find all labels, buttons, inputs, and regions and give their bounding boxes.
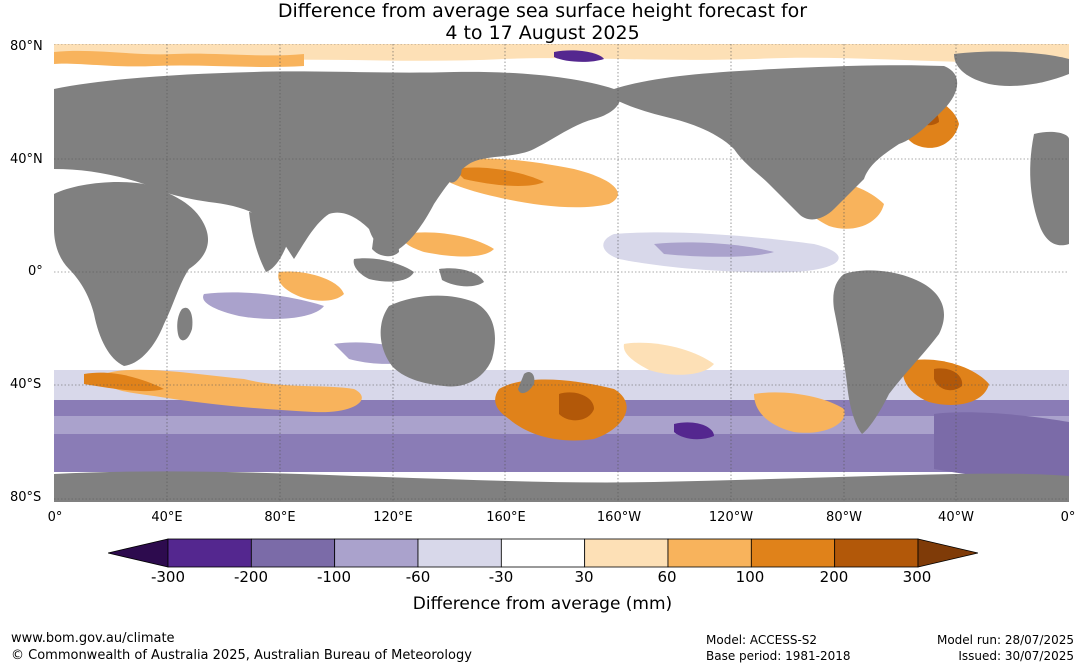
- colorbar-tick-neg30: -30: [488, 568, 514, 586]
- colorbar: [108, 538, 978, 568]
- land-new-guinea: [439, 268, 484, 287]
- colorbar-bin-3: [417, 538, 502, 568]
- colorbar-bin-1: [250, 538, 336, 568]
- lat-label-40n: 40°N: [10, 152, 43, 167]
- colorbar-bin-0: [167, 538, 252, 568]
- map-canvas: [54, 43, 1069, 502]
- footer-model: Model: ACCESS-S2: [706, 633, 818, 647]
- colorbar-bin-5: [584, 538, 669, 568]
- colorbar-tick-300: 300: [902, 568, 932, 586]
- lon-label-160e: 160°E: [486, 510, 526, 525]
- footer-base-period: Base period: 1981-2018: [706, 649, 851, 663]
- colorbar-title: Difference from average (mm): [412, 594, 673, 614]
- land-masses: [54, 51, 1069, 502]
- footer-model-run: Model run: 28/07/2025: [936, 633, 1074, 647]
- land-borneo: [372, 233, 399, 257]
- lat-label-80n: 80°N: [10, 39, 43, 54]
- footer-website: www.bom.gov.au/climate: [11, 631, 175, 646]
- colorbar-bin-7: [750, 538, 836, 568]
- colorbar-arrow-high: [917, 538, 978, 568]
- negative-anomaly-regions: [203, 50, 1069, 484]
- colorbar-bin-6: [667, 538, 752, 568]
- lon-label-40w: 40°W: [938, 510, 974, 525]
- colorbar-tick-200: 200: [819, 568, 849, 586]
- land-antarctica: [54, 471, 1069, 502]
- land-north-america: [614, 65, 958, 220]
- colorbar-arrow-low: [108, 538, 169, 568]
- lon-label-0-right: 0°: [1060, 510, 1076, 525]
- land-europe-west: [1030, 131, 1069, 246]
- map-title-line-2: 4 to 17 August 2025: [445, 22, 640, 44]
- colorbar-bins: [167, 538, 919, 568]
- colorbar-bin-2: [334, 538, 419, 568]
- colorbar-bin-4: [500, 538, 586, 568]
- map-gridlines: [54, 43, 1069, 502]
- colorbar-tick-100: 100: [735, 568, 765, 586]
- lon-label-120e: 120°E: [373, 510, 413, 525]
- land-eurasia: [54, 71, 621, 259]
- lon-label-80w: 80°W: [826, 510, 862, 525]
- land-south-america: [833, 270, 944, 434]
- colorbar-tick-60: 60: [657, 568, 677, 586]
- land-greenland: [954, 51, 1069, 86]
- land-maritime-se-asia: [353, 258, 414, 282]
- land-new-zealand: [518, 372, 535, 394]
- lon-label-80e: 80°E: [264, 510, 296, 525]
- colorbar-tick-neg100: -100: [316, 568, 352, 586]
- map-title-line-1: Difference from average sea surface heig…: [277, 0, 808, 22]
- colorbar-tick-neg300: -300: [150, 568, 186, 586]
- footer-issued: Issued: 30/07/2025: [958, 649, 1074, 663]
- sea-surface-height-map: [54, 43, 1069, 502]
- lat-label-80s: 80°S: [10, 490, 42, 505]
- lon-label-160w: 160°W: [596, 510, 642, 525]
- colorbar-tick-neg200: -200: [233, 568, 269, 586]
- lon-label-120w: 120°W: [708, 510, 754, 525]
- lon-label-40e: 40°E: [151, 510, 183, 525]
- land-india: [249, 212, 289, 272]
- colorbar-bin-8: [834, 538, 919, 568]
- lon-label-0-left: 0°: [47, 510, 63, 525]
- footer-copyright: © Commonwealth of Australia 2025, Austra…: [11, 648, 472, 663]
- lat-label-equator: 0°: [28, 264, 43, 279]
- land-australia: [380, 295, 495, 387]
- colorbar-tick-neg60: -60: [405, 568, 431, 586]
- lat-label-40s: 40°S: [10, 377, 42, 392]
- land-africa: [54, 182, 209, 366]
- land-japan: [446, 157, 462, 183]
- land-madagascar: [177, 307, 193, 341]
- colorbar-tick-30: 30: [574, 568, 594, 586]
